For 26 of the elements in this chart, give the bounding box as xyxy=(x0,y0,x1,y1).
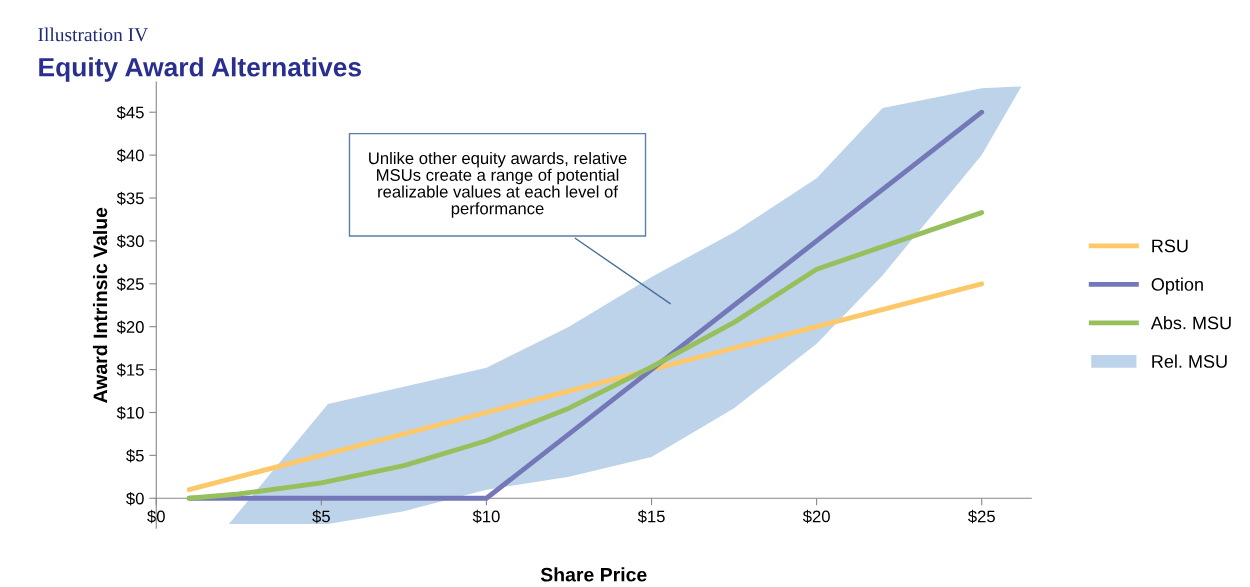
legend-label: Abs. MSU xyxy=(1150,316,1231,330)
y-tick-label: $15 xyxy=(116,363,144,377)
y-tick-label: $25 xyxy=(116,277,144,291)
x-axis-title: Share Price xyxy=(540,567,647,582)
x-tick-label: $10 xyxy=(472,509,500,524)
x-tick-label: $5 xyxy=(312,509,330,524)
legend-label: Option xyxy=(1151,277,1203,295)
x-tick-label: $0 xyxy=(147,509,165,524)
y-tick-label: $35 xyxy=(116,191,144,206)
y-tick-label: $45 xyxy=(116,105,144,120)
line-series xyxy=(186,281,985,493)
legend-label: RSU xyxy=(1152,239,1188,253)
x-tick-label: $25 xyxy=(968,509,995,524)
chart-subtitle: Illustration IV xyxy=(38,27,148,42)
y-tick-label: $20 xyxy=(116,320,144,334)
y-tick-label: $40 xyxy=(116,148,144,163)
y-tick-label: $0 xyxy=(126,491,144,506)
y-tick-label: $30 xyxy=(116,234,144,249)
y-tick-label: $5 xyxy=(126,449,144,463)
x-tick-label: $20 xyxy=(802,509,830,524)
legend-label: Rel. MSU xyxy=(1152,354,1227,368)
x-tick-label: $15 xyxy=(637,509,665,524)
annotation: Unlike other equity awards, relative MSUs create a range of potential realizable values at each level of performance xyxy=(369,151,627,218)
y-tick-label: $10 xyxy=(116,406,144,420)
chart-title: Equity Award Alternatives xyxy=(39,57,361,82)
y-axis-title: Award Intrinsic Value xyxy=(92,207,108,403)
